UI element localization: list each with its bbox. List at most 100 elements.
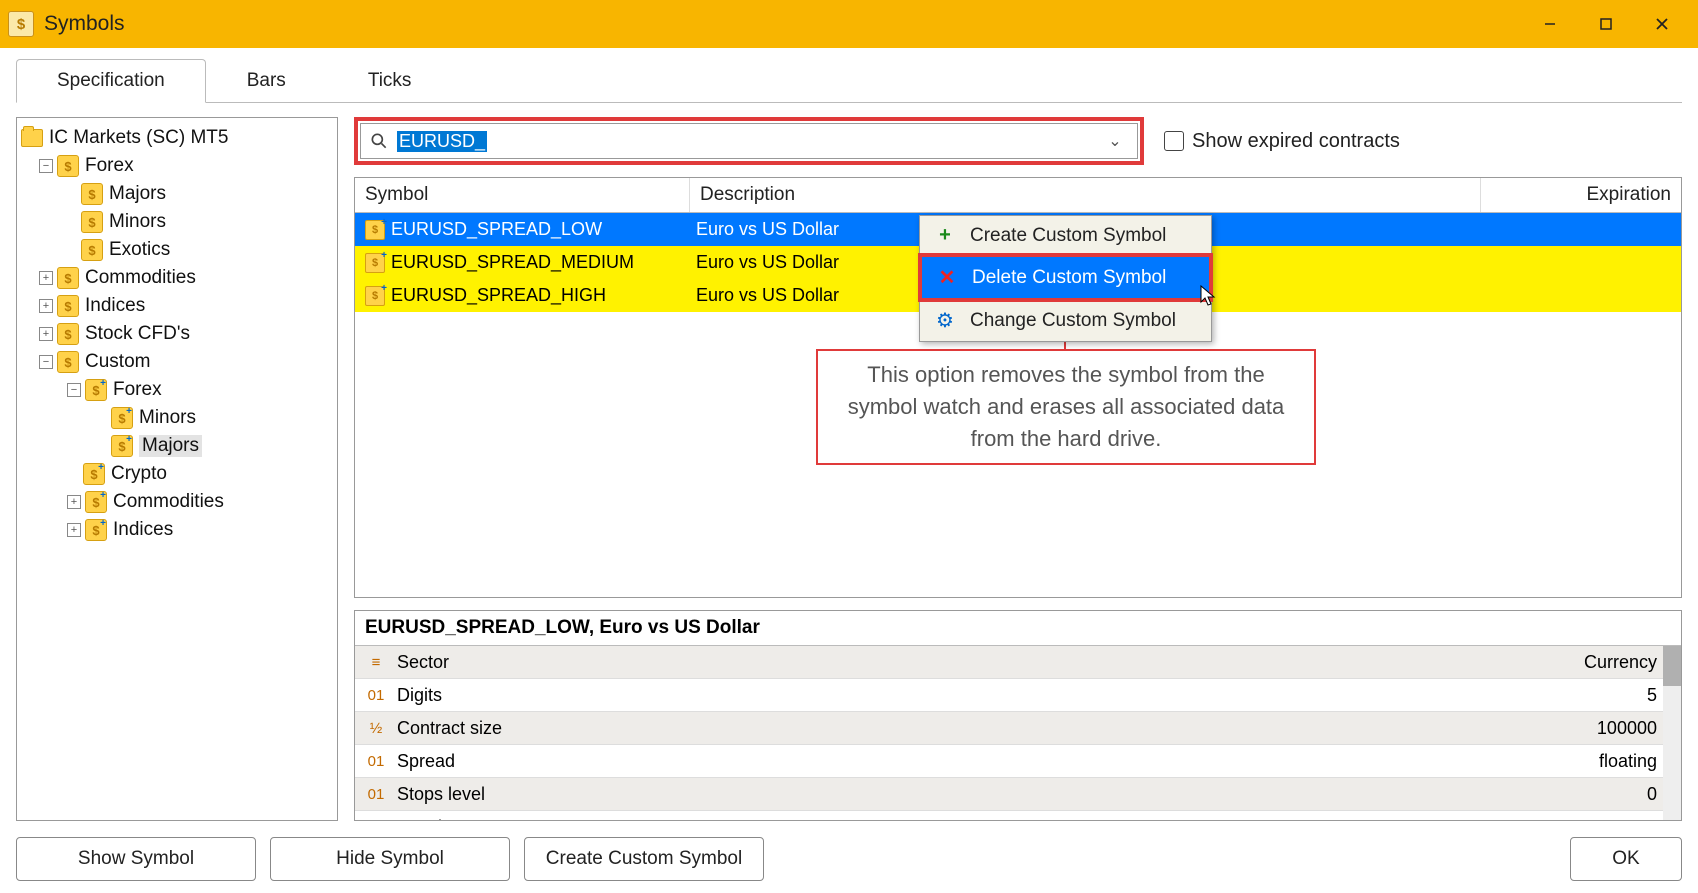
tree-item-stockcfd[interactable]: + $ Stock CFD's bbox=[21, 320, 333, 348]
scrollbar[interactable] bbox=[1663, 646, 1681, 820]
tree-item-custom-forex[interactable]: − $ Forex bbox=[21, 376, 333, 404]
cell-symbol: EURUSD_SPREAD_LOW bbox=[391, 219, 602, 240]
table-header: Symbol Description Expiration bbox=[355, 178, 1681, 213]
dollar-custom-icon: $ bbox=[85, 379, 107, 401]
tree-label: Minors bbox=[139, 407, 196, 429]
tab-bars[interactable]: Bars bbox=[206, 59, 327, 103]
expand-icon[interactable]: + bbox=[39, 327, 53, 341]
spec-key: Sector bbox=[397, 652, 449, 673]
spec-key: Stops level bbox=[397, 784, 485, 805]
tree-item-minors[interactable]: $ Minors bbox=[21, 208, 333, 236]
spec-row[interactable]: 01Digits 5 bbox=[355, 679, 1681, 712]
dollar-icon: $ bbox=[81, 239, 103, 261]
folder-icon bbox=[21, 129, 43, 147]
tree-item-forex[interactable]: − $ Forex bbox=[21, 152, 333, 180]
digits-icon: 01 bbox=[365, 753, 387, 770]
symbol-icon: $ bbox=[365, 286, 385, 306]
fraction-icon: ½ bbox=[365, 720, 387, 737]
spec-row[interactable]: ½Contract size 100000 bbox=[355, 712, 1681, 745]
plus-icon: + bbox=[934, 224, 956, 247]
spec-key: Digits bbox=[397, 685, 442, 706]
col-expiration[interactable]: Expiration bbox=[1481, 178, 1681, 212]
tree-item-custom-majors[interactable]: $ Majors bbox=[21, 432, 333, 460]
collapse-icon[interactable]: − bbox=[39, 159, 53, 173]
ctx-change-symbol[interactable]: ⚙ Change Custom Symbol bbox=[920, 300, 1211, 341]
tree-item-majors[interactable]: $ Majors bbox=[21, 180, 333, 208]
spec-value: 0 bbox=[790, 784, 1681, 805]
close-button[interactable] bbox=[1634, 0, 1690, 48]
dollar-icon: $ bbox=[81, 211, 103, 233]
tree-item-commodities[interactable]: + $ Commodities bbox=[21, 264, 333, 292]
expand-icon[interactable]: + bbox=[67, 523, 81, 537]
tree-item-indices[interactable]: + $ Indices bbox=[21, 292, 333, 320]
tab-specification[interactable]: Specification bbox=[16, 59, 206, 103]
spec-key: Spread bbox=[397, 751, 455, 772]
ctx-delete-symbol[interactable]: ✕ Delete Custom Symbol bbox=[918, 253, 1213, 302]
tree-item-crypto[interactable]: $ Crypto bbox=[21, 460, 333, 488]
tree-label: Indices bbox=[113, 519, 173, 541]
context-menu: + Create Custom Symbol ✕ Delete Custom S… bbox=[919, 215, 1212, 342]
expand-icon[interactable]: + bbox=[39, 271, 53, 285]
x-icon: ✕ bbox=[936, 265, 958, 290]
create-custom-symbol-button[interactable]: Create Custom Symbol bbox=[524, 837, 764, 881]
ok-button[interactable]: OK bbox=[1570, 837, 1682, 881]
spec-row[interactable]: ≡Sector Currency bbox=[355, 646, 1681, 679]
dollar-icon: $ bbox=[81, 183, 103, 205]
text-icon: ab bbox=[365, 819, 387, 821]
show-symbol-button[interactable]: Show Symbol bbox=[16, 837, 256, 881]
tab-ticks[interactable]: Ticks bbox=[327, 59, 453, 103]
ctx-label: Create Custom Symbol bbox=[970, 225, 1166, 247]
spec-table[interactable]: ≡Sector Currency 01Digits 5 ½Contract si… bbox=[355, 646, 1681, 820]
annotation-box: This option removes the symbol from the … bbox=[816, 349, 1316, 465]
tree-label: Crypto bbox=[111, 463, 167, 485]
tree-item-custom-indices[interactable]: + $ Indices bbox=[21, 516, 333, 544]
cell-symbol: EURUSD_SPREAD_HIGH bbox=[391, 285, 606, 306]
app-icon: $ bbox=[8, 11, 34, 37]
col-description[interactable]: Description bbox=[690, 178, 1481, 212]
tree-label: Indices bbox=[85, 295, 145, 317]
collapse-icon[interactable]: − bbox=[39, 355, 53, 369]
expand-icon[interactable]: + bbox=[67, 495, 81, 509]
tree-item-exotics[interactable]: $ Exotics bbox=[21, 236, 333, 264]
tree-label: Majors bbox=[139, 435, 202, 457]
spec-panel: EURUSD_SPREAD_LOW, Euro vs US Dollar ≡Se… bbox=[354, 610, 1682, 821]
symbol-tree[interactable]: IC Markets (SC) MT5 − $ Forex $ Majors $… bbox=[16, 117, 338, 821]
tree-item-custom-minors[interactable]: $ Minors bbox=[21, 404, 333, 432]
show-expired-checkbox[interactable]: Show expired contracts bbox=[1164, 130, 1400, 153]
dollar-icon: $ bbox=[57, 155, 79, 177]
tree-label: Commodities bbox=[113, 491, 224, 513]
search-input[interactable]: EURUSD_ ⌄ bbox=[360, 123, 1138, 159]
tree-label: Forex bbox=[113, 379, 162, 401]
tree-item-custom-commodities[interactable]: + $ Commodities bbox=[21, 488, 333, 516]
search-row: EURUSD_ ⌄ Show expired contracts bbox=[354, 117, 1682, 165]
scrollbar-thumb[interactable] bbox=[1663, 646, 1681, 686]
hide-symbol-button[interactable]: Hide Symbol bbox=[270, 837, 510, 881]
search-icon bbox=[369, 131, 389, 151]
tab-bar: Specification Bars Ticks bbox=[16, 58, 1682, 103]
dollar-custom-icon: $ bbox=[85, 491, 107, 513]
chevron-down-icon[interactable]: ⌄ bbox=[1101, 131, 1129, 151]
expand-icon[interactable]: + bbox=[39, 299, 53, 313]
sector-icon: ≡ bbox=[365, 654, 387, 671]
dollar-icon: $ bbox=[57, 267, 79, 289]
symbol-icon: $ bbox=[365, 220, 385, 240]
maximize-button[interactable] bbox=[1578, 0, 1634, 48]
ctx-create-symbol[interactable]: + Create Custom Symbol bbox=[920, 216, 1211, 255]
tree-label: Commodities bbox=[85, 267, 196, 289]
tree-label: Custom bbox=[85, 351, 150, 373]
tree-label: Forex bbox=[85, 155, 134, 177]
tree-label: IC Markets (SC) MT5 bbox=[49, 127, 228, 149]
tree-root[interactable]: IC Markets (SC) MT5 bbox=[21, 124, 333, 152]
spec-row[interactable]: 01Stops level 0 bbox=[355, 778, 1681, 811]
minimize-button[interactable] bbox=[1522, 0, 1578, 48]
spec-row[interactable]: abMargin currency EUR bbox=[355, 811, 1681, 820]
tree-item-custom[interactable]: − $ Custom bbox=[21, 348, 333, 376]
spec-value: 100000 bbox=[790, 718, 1681, 739]
col-symbol[interactable]: Symbol bbox=[355, 178, 690, 212]
tree-label: Majors bbox=[109, 183, 166, 205]
ctx-label: Change Custom Symbol bbox=[970, 310, 1176, 332]
search-value: EURUSD_ bbox=[397, 131, 487, 152]
bottom-bar: Show Symbol Hide Symbol Create Custom Sy… bbox=[16, 821, 1682, 881]
collapse-icon[interactable]: − bbox=[67, 383, 81, 397]
spec-row[interactable]: 01Spread floating bbox=[355, 745, 1681, 778]
